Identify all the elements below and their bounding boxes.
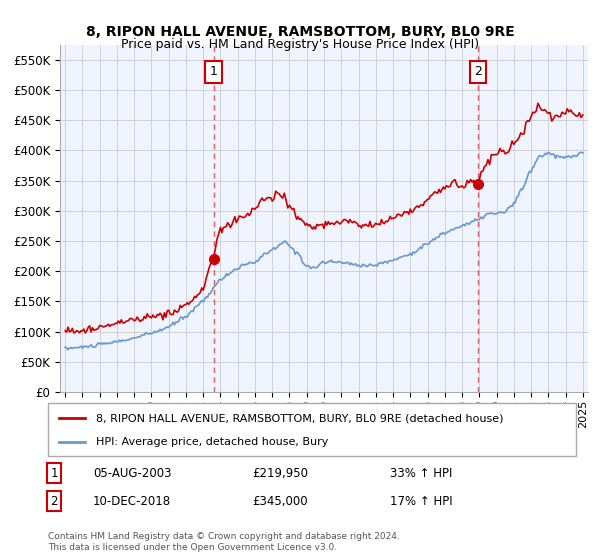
Text: 8, RIPON HALL AVENUE, RAMSBOTTOM, BURY, BL0 9RE: 8, RIPON HALL AVENUE, RAMSBOTTOM, BURY, … bbox=[86, 25, 514, 39]
Text: 33% ↑ HPI: 33% ↑ HPI bbox=[390, 466, 452, 480]
Text: 2: 2 bbox=[50, 494, 58, 508]
Text: Price paid vs. HM Land Registry's House Price Index (HPI): Price paid vs. HM Land Registry's House … bbox=[121, 38, 479, 50]
Text: 1: 1 bbox=[209, 66, 218, 78]
Text: 1: 1 bbox=[50, 466, 58, 480]
Text: Contains HM Land Registry data © Crown copyright and database right 2024.
This d: Contains HM Land Registry data © Crown c… bbox=[48, 532, 400, 552]
Text: £345,000: £345,000 bbox=[252, 494, 308, 508]
Text: HPI: Average price, detached house, Bury: HPI: Average price, detached house, Bury bbox=[95, 436, 328, 446]
Text: 2: 2 bbox=[474, 66, 482, 78]
FancyBboxPatch shape bbox=[48, 403, 576, 456]
Text: 8, RIPON HALL AVENUE, RAMSBOTTOM, BURY, BL0 9RE (detached house): 8, RIPON HALL AVENUE, RAMSBOTTOM, BURY, … bbox=[95, 413, 503, 423]
Text: 17% ↑ HPI: 17% ↑ HPI bbox=[390, 494, 452, 508]
Text: 05-AUG-2003: 05-AUG-2003 bbox=[93, 466, 172, 480]
Text: £219,950: £219,950 bbox=[252, 466, 308, 480]
Text: 10-DEC-2018: 10-DEC-2018 bbox=[93, 494, 171, 508]
